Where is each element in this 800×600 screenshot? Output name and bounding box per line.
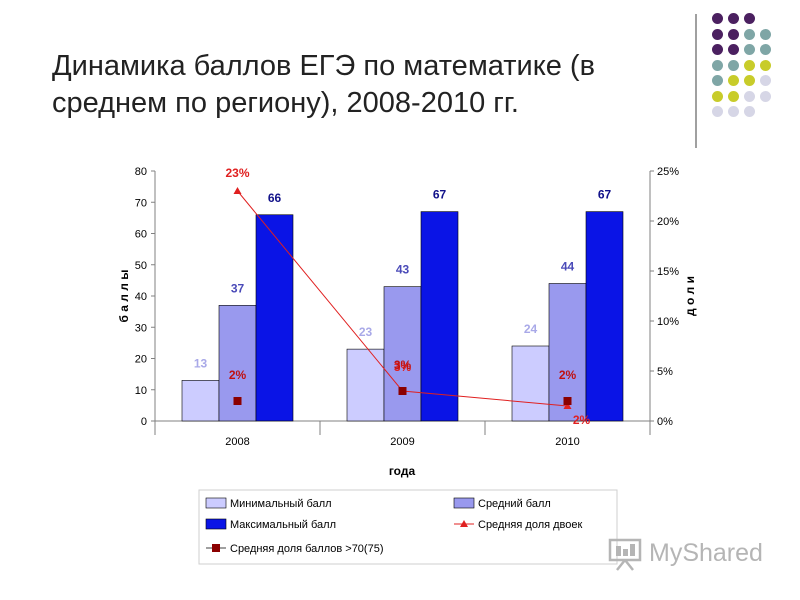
bar-data-label: 44 (561, 260, 575, 274)
bar-data-label: 37 (231, 281, 245, 295)
legend: Минимальный балл Средний балл Максимальн… (198, 489, 618, 565)
y-tick-label: 40 (135, 291, 147, 303)
decorative-dot (760, 59, 771, 71)
twos-share-point (563, 402, 572, 409)
decorative-dot (728, 75, 739, 86)
legend-item-avg: Средний балл (453, 497, 551, 510)
y-tick-label: 80 (135, 166, 147, 178)
decorative-dot (744, 28, 755, 40)
x-axis: 2008 2009 2010 (154, 421, 651, 448)
y-tick-label: 60 (135, 229, 147, 241)
high-score-share-marker (398, 387, 407, 395)
bar-data-label: 43 (396, 263, 410, 277)
legend-label-avg: Средний балл (478, 498, 551, 510)
twos-share-label: 23% (225, 166, 249, 180)
bar (420, 211, 459, 422)
decorative-dot (760, 28, 771, 40)
twos-share-label: 3% (394, 360, 412, 374)
decorative-dot (760, 90, 771, 102)
y2-tick-label: 5% (657, 366, 673, 378)
y-tick-label: 10 (135, 385, 147, 397)
legend-item-twos: Средняя доля двоек (454, 519, 582, 531)
legend-label-high: Средняя доля баллов >70(75) (230, 543, 384, 555)
divider-line (695, 14, 697, 148)
decorative-dot (712, 13, 723, 24)
bar (511, 345, 550, 422)
y-tick-label: 20 (135, 354, 147, 366)
bar-data-label: 66 (268, 191, 282, 205)
decorative-dot (728, 44, 739, 55)
bar-data-label: 67 (433, 188, 447, 202)
bar (346, 348, 385, 422)
bar-data-label: 24 (524, 322, 538, 336)
line-series: 23%3%2%2%3%2% (225, 166, 590, 427)
decorative-dot (728, 90, 739, 102)
y2-tick-label: 10% (657, 316, 679, 328)
bar-data-label: 13 (194, 356, 208, 370)
decorative-dot (728, 106, 739, 117)
decorative-dot (712, 90, 723, 102)
y-axis-label: б а л л ы (117, 270, 131, 323)
decorative-dot (728, 13, 739, 24)
high-score-share-label: 2% (559, 368, 577, 382)
bar (383, 286, 422, 422)
decorative-dot (744, 59, 755, 71)
decorative-dot (712, 44, 723, 55)
decorative-dot (744, 90, 755, 102)
decorative-dot (712, 28, 723, 40)
legend-label-twos: Средняя доля двоек (478, 519, 582, 531)
legend-item-high: Средняя доля баллов >70(75) (206, 543, 384, 555)
twos-share-point (233, 187, 242, 194)
x-tick-label: 2010 (555, 436, 579, 448)
legend-label-max: Максимальный балл (230, 519, 336, 531)
x-tick-label: 2009 (390, 436, 414, 448)
legend-label-min: Минимальный балл (230, 498, 332, 510)
legend-item-max: Максимальный балл (205, 518, 336, 531)
y-tick-label: 50 (135, 260, 147, 272)
decorative-dot (728, 59, 739, 71)
y2-tick-label: 25% (657, 166, 679, 178)
y2-tick-label: 15% (657, 266, 679, 278)
high-score-share-label: 2% (229, 368, 247, 382)
y-tick-label: 70 (135, 197, 147, 209)
bar (585, 211, 624, 422)
x-tick-label: 2008 (225, 436, 249, 448)
slide-title: Динамика баллов ЕГЭ по математике (в сре… (52, 50, 595, 119)
watermark: MyShared (607, 536, 777, 572)
bar (181, 380, 220, 422)
left-axis: 0 10 20 30 40 50 60 70 80 (135, 166, 155, 428)
bars: 13 37 66 23 43 67 24 44 67 (181, 188, 624, 422)
bar-data-label: 23 (359, 325, 373, 339)
y-tick-label: 0 (141, 416, 147, 428)
y2-axis-label: д о л и (683, 276, 697, 316)
decorative-dot (712, 75, 723, 86)
y2-tick-label: 20% (657, 216, 679, 228)
decorative-dot (760, 75, 771, 86)
bar-data-label: 67 (598, 188, 612, 202)
twos-share-label: 2% (573, 413, 591, 427)
decorative-dot (744, 75, 755, 86)
decorative-dot (744, 44, 755, 55)
decorative-dot (744, 106, 755, 117)
legend-item-min: Минимальный балл (205, 497, 332, 510)
y2-tick-label: 0% (657, 416, 673, 428)
bar (255, 214, 294, 422)
high-score-share-marker (563, 397, 572, 405)
decorative-dot (712, 106, 723, 117)
decorative-dot (728, 28, 739, 40)
high-score-share-label: 3% (394, 358, 412, 372)
presentation-board-icon (608, 538, 642, 571)
decorative-dot (744, 13, 755, 24)
right-axis: 0% 5% 10% 15% 20% 25% (650, 166, 679, 428)
y-tick-label: 30 (135, 322, 147, 334)
decorative-dot (712, 59, 723, 71)
watermark-text: MyShared (649, 539, 763, 567)
decorative-dot (760, 44, 771, 55)
high-score-share-marker (233, 397, 242, 405)
x-axis-label: года (389, 464, 416, 478)
